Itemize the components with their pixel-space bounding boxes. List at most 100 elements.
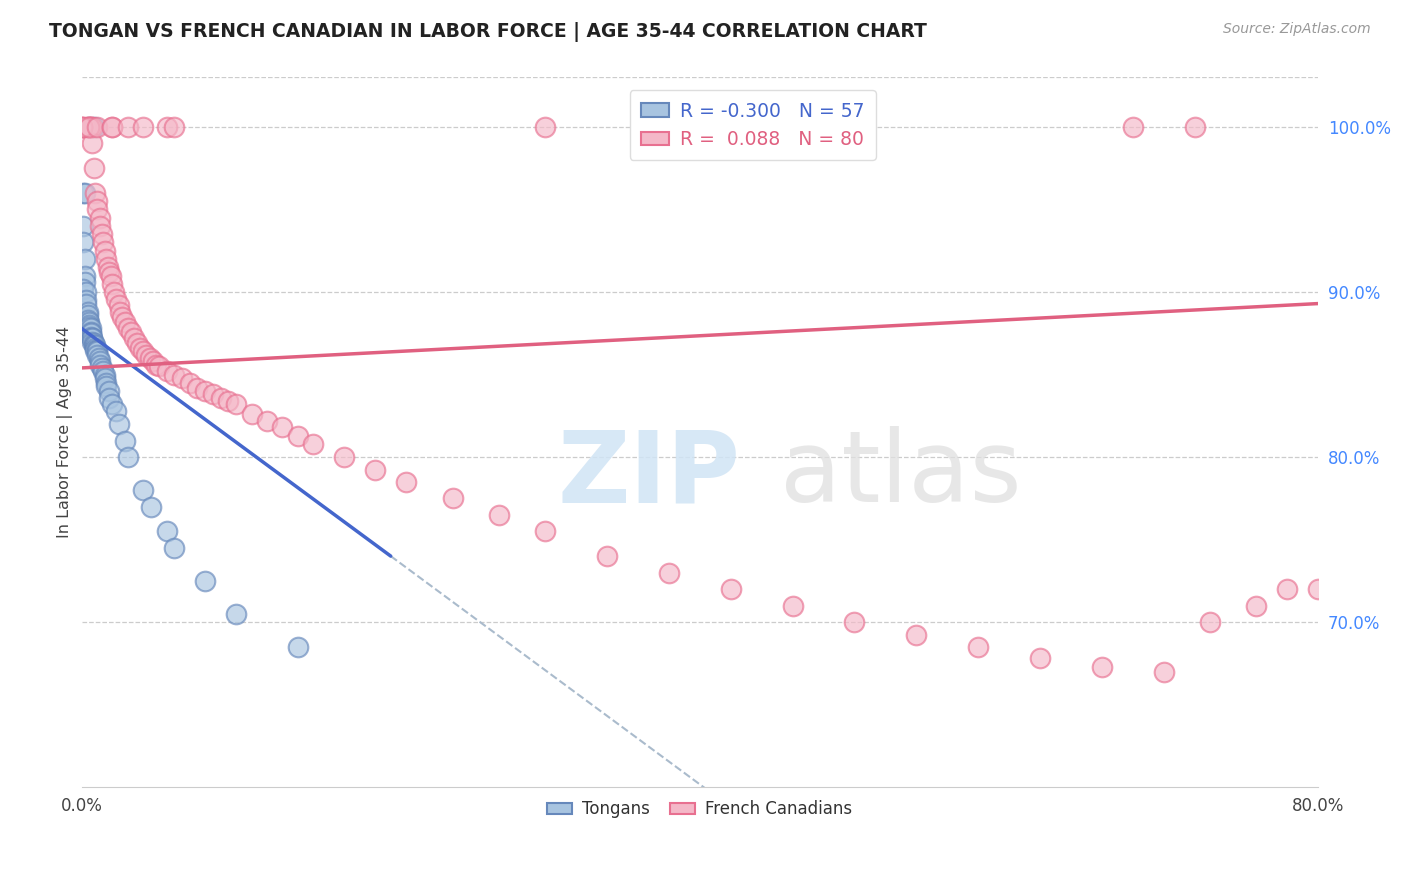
Point (163, 120, 186, 134)
Point (75, 285, 97, 299)
Point (967, 640, 990, 654)
Point (100, 268, 122, 283)
Point (76, 120, 98, 134)
Point (395, 475, 418, 489)
Point (163, 368, 186, 382)
Point (89, 211, 111, 225)
Point (86, 344, 108, 359)
Point (73, 252, 96, 266)
Point (782, 599, 804, 613)
Point (720, 582, 742, 596)
Y-axis label: In Labor Force | Age 35-44: In Labor Force | Age 35-44 (58, 326, 73, 539)
Point (135, 348, 157, 362)
Point (186, 381, 208, 395)
Point (75, 120, 97, 134)
Point (534, 120, 557, 134)
Point (122, 331, 145, 345)
Point (751, 120, 773, 134)
Point (217, 393, 239, 408)
Point (596, 549, 619, 563)
Point (1184, 120, 1206, 134)
Point (101, 120, 124, 134)
Point (1199, 615, 1222, 629)
Point (120, 325, 142, 339)
Point (142, 354, 165, 368)
Point (87, 351, 110, 365)
Point (132, 483, 155, 497)
Point (209, 391, 232, 405)
Point (77, 120, 100, 134)
Point (104, 404, 127, 418)
Point (155, 524, 177, 539)
Point (1029, 651, 1052, 665)
Point (73, 275, 96, 289)
Point (155, 364, 177, 378)
Point (91, 364, 114, 378)
Point (98, 265, 121, 279)
Point (89, 354, 111, 368)
Point (107, 417, 129, 431)
Point (82, 334, 104, 349)
Point (77, 120, 100, 134)
Point (98, 391, 121, 405)
Point (91, 235, 114, 250)
Point (83, 161, 105, 176)
Point (1122, 120, 1144, 134)
Point (170, 371, 193, 385)
Point (271, 420, 294, 434)
Text: TONGAN VS FRENCH CANADIAN IN LABOR FORCE | AGE 35-44 CORRELATION CHART: TONGAN VS FRENCH CANADIAN IN LABOR FORCE… (49, 22, 927, 42)
Point (86, 194, 108, 209)
Point (225, 397, 247, 411)
Legend: Tongans, French Canadians: Tongans, French Canadians (541, 794, 859, 825)
Point (103, 285, 125, 299)
Point (117, 120, 139, 134)
Point (1153, 665, 1175, 679)
Point (129, 341, 152, 355)
Point (534, 524, 557, 539)
Point (75, 296, 97, 310)
Text: Source: ZipAtlas.com: Source: ZipAtlas.com (1223, 22, 1371, 37)
Point (101, 397, 124, 411)
Point (127, 336, 149, 351)
Point (225, 607, 247, 621)
Point (82, 331, 104, 345)
Point (89, 358, 111, 372)
Point (76, 305, 98, 319)
Point (93, 368, 115, 382)
Point (1308, 582, 1330, 596)
Point (86, 202, 108, 217)
Point (132, 344, 155, 359)
Point (73, 186, 96, 200)
Point (1091, 659, 1114, 673)
Point (96, 376, 118, 390)
Point (83, 336, 105, 351)
Point (80, 325, 103, 339)
Point (76, 308, 98, 322)
Point (82, 331, 104, 345)
Point (70, 120, 93, 134)
Point (108, 305, 131, 319)
Point (97, 260, 120, 275)
Point (93, 371, 115, 385)
Point (98, 384, 121, 398)
Point (86, 348, 108, 362)
Point (194, 574, 217, 588)
Point (101, 277, 124, 291)
Point (72, 219, 94, 233)
Point (77, 315, 100, 329)
Point (240, 407, 263, 421)
Point (148, 359, 170, 374)
Point (658, 566, 681, 580)
Point (80, 321, 103, 335)
Point (76, 313, 98, 327)
Point (72, 282, 94, 296)
Point (111, 310, 134, 324)
Point (287, 428, 309, 442)
Point (302, 437, 325, 451)
Point (905, 628, 928, 642)
Point (179, 376, 201, 390)
Point (104, 292, 127, 306)
Text: atlas: atlas (780, 426, 1022, 524)
Point (77, 120, 100, 134)
Point (82, 136, 104, 151)
